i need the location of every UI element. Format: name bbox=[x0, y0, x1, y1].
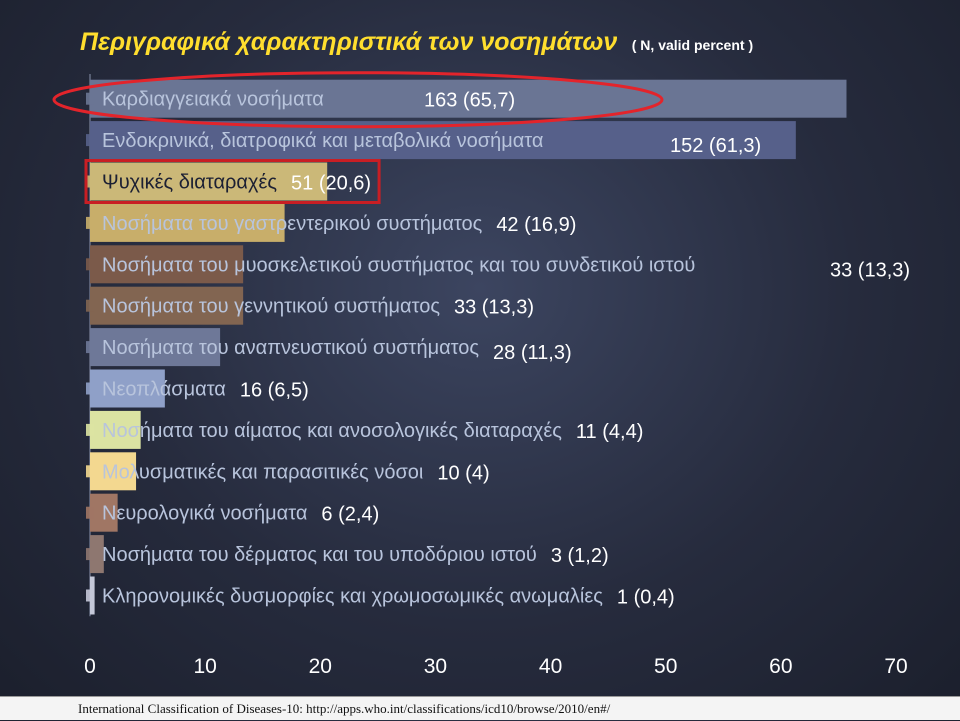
value-label: 163 (65,7) bbox=[424, 90, 515, 112]
bar bbox=[90, 162, 328, 201]
bar-marker bbox=[86, 506, 94, 519]
bar-marker bbox=[86, 465, 94, 478]
x-tick-label: 10 bbox=[193, 655, 216, 678]
value-label: 1 (0,4) bbox=[617, 587, 675, 609]
category-label: Μολυσματικές και παρασιτικές νόσοι bbox=[102, 461, 423, 483]
highlight-ellipse bbox=[52, 71, 664, 129]
bar-marker bbox=[86, 92, 94, 105]
value-label: 33 (13,3) bbox=[454, 297, 534, 319]
bar-marker bbox=[86, 175, 94, 188]
category-label: Νοσήματα του αίματος και ανοσολογικές δι… bbox=[102, 420, 562, 442]
bar-marker bbox=[86, 382, 94, 395]
value-label: 11 (4,4) bbox=[576, 421, 643, 443]
bar bbox=[90, 286, 244, 325]
bar bbox=[90, 369, 165, 408]
bar bbox=[90, 410, 141, 449]
highlight-box bbox=[84, 159, 381, 204]
bar-marker bbox=[86, 589, 94, 602]
bar-marker bbox=[86, 299, 94, 312]
bar bbox=[90, 452, 137, 491]
bar bbox=[90, 121, 796, 160]
category-label: Ενδοκρινικά, διατροφικά και μεταβολικά ν… bbox=[102, 130, 543, 152]
bar-marker bbox=[86, 216, 94, 229]
chart-title-sub: ( N, valid percent ) bbox=[631, 37, 754, 53]
bar-marker bbox=[86, 423, 94, 436]
category-label: Καρδιαγγειακά νοσήματα bbox=[102, 89, 324, 111]
bar-marker bbox=[86, 548, 94, 561]
value-label: 16 (6,5) bbox=[240, 380, 309, 402]
value-label: 42 (16,9) bbox=[496, 214, 576, 236]
category-label: Κληρονομικές δυσμορφίες και χρωμοσωμικές… bbox=[102, 586, 603, 608]
bar bbox=[90, 328, 221, 367]
category-label: Νοσήματα του μυοσκελετικού συστήματος κα… bbox=[102, 254, 695, 276]
footer-citation: International Classification of Diseases… bbox=[0, 696, 960, 720]
x-tick-label: 60 bbox=[769, 655, 792, 678]
value-label: 6 (2,4) bbox=[321, 504, 379, 526]
bar bbox=[90, 203, 285, 242]
bar bbox=[90, 245, 244, 284]
bar bbox=[90, 535, 104, 574]
category-label: Νοσήματα του γαστρεντερικού συστήματος bbox=[102, 213, 483, 235]
chart-title-main: Περιγραφικά χαρακτηριστικά των νοσημάτων bbox=[80, 28, 618, 56]
x-tick-label: 70 bbox=[884, 655, 907, 678]
value-label: 3 (1,2) bbox=[551, 545, 609, 567]
category-label: Νοσήματα του δέρματος και του υποδόριου … bbox=[102, 544, 537, 566]
x-tick-label: 20 bbox=[309, 655, 332, 678]
bar-chart: Καρδιαγγειακά νοσήματα 163 (65,7) Ενδοκριν… bbox=[52, 71, 910, 678]
x-tick-label: 30 bbox=[424, 655, 447, 678]
value-label: 10 (4) bbox=[437, 462, 489, 484]
category-label: Νοσήματα του αναπνευστικού συστήματος bbox=[102, 337, 479, 359]
bar-marker bbox=[86, 341, 94, 354]
bar-marker bbox=[86, 134, 94, 147]
category-label: Νεοπλάσματα bbox=[102, 379, 226, 401]
x-tick-label: 40 bbox=[539, 655, 562, 678]
value-label: 152 (61,3) bbox=[670, 135, 761, 157]
bar-marker bbox=[86, 258, 94, 271]
x-tick-label: 50 bbox=[654, 655, 677, 678]
category-label: Νοσήματα του γεννητικού συστήματος bbox=[102, 296, 440, 318]
category-label: Ψυχικές διαταραχές bbox=[102, 172, 277, 194]
value-label: 33 (13,3) bbox=[830, 259, 910, 281]
value-label: 28 (11,3) bbox=[493, 342, 572, 364]
value-label: 51 (20,6) bbox=[291, 173, 371, 195]
x-tick-label: 0 bbox=[84, 655, 96, 678]
bar bbox=[90, 79, 847, 118]
chart-title: Περιγραφικά χαρακτηριστικά των νοσημάτων… bbox=[80, 28, 753, 57]
category-label: Νευρολογικά νοσήματα bbox=[102, 503, 307, 525]
bar bbox=[90, 493, 118, 532]
